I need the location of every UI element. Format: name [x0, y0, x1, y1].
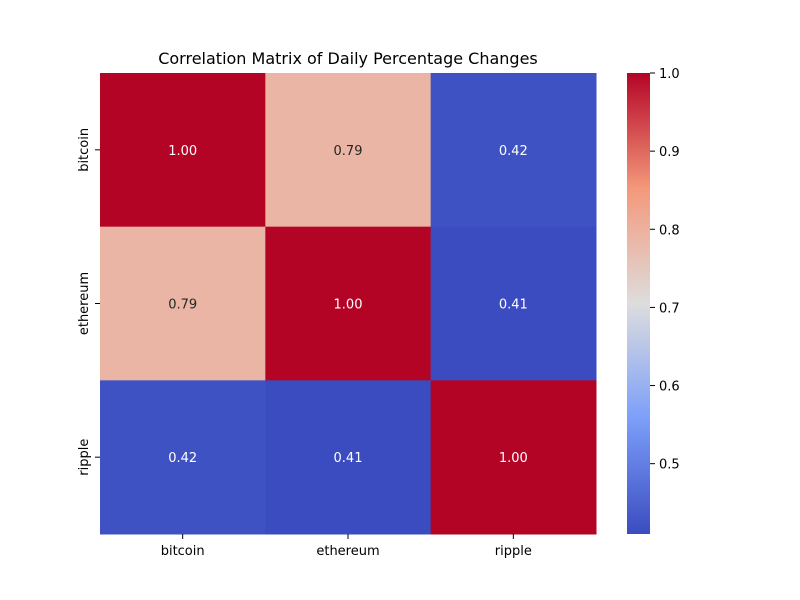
- cell-value-label: 1.00: [168, 144, 197, 159]
- x-tick-label-ethereum: ethereum: [316, 544, 379, 559]
- chart-title: Correlation Matrix of Daily Percentage C…: [158, 49, 538, 68]
- heatmap-cells: 1.00 0.79 0.42 0.79 1.00 0.41 0.42 0.41 1.00: [100, 73, 597, 535]
- cell-value-label: 0.41: [499, 298, 528, 313]
- y-tick-label-ethereum: ethereum: [77, 272, 92, 335]
- heatmap-cell-ripple-bitcoin: [100, 380, 266, 535]
- heatmap-cell-ripple-ripple: [430, 380, 597, 535]
- y-tick-label-ripple: ripple: [77, 439, 92, 476]
- colorbar: [627, 73, 650, 534]
- x-tick-label-ripple: ripple: [495, 544, 532, 559]
- colorbar-tick-label: 0.6: [659, 380, 680, 395]
- cell-value-label: 0.79: [334, 144, 363, 159]
- heatmap-cell-ethereum-ethereum: [265, 226, 432, 381]
- colorbar-tick-label: 0.8: [659, 223, 680, 238]
- x-axis: bitcoin ethereum ripple: [161, 534, 532, 559]
- heatmap-cell-ethereum-ripple: [430, 226, 597, 381]
- colorbar-ticks: 0.5 0.6 0.7 0.8 0.9 1.0: [650, 67, 680, 473]
- heatmap-cell-ethereum-bitcoin: [100, 226, 266, 381]
- colorbar-tick-label: 0.7: [659, 301, 680, 316]
- cell-value-label: 1.00: [334, 298, 363, 313]
- colorbar-tick-label: 1.0: [659, 67, 680, 82]
- heatmap-cell-bitcoin-ripple: [430, 73, 597, 228]
- heatmap-cell-bitcoin-bitcoin: [100, 73, 266, 228]
- cell-value-label: 0.42: [499, 144, 528, 159]
- x-tick-label-bitcoin: bitcoin: [161, 544, 205, 559]
- cell-value-label: 1.00: [499, 451, 528, 466]
- heatmap-cell-ripple-ethereum: [265, 380, 432, 535]
- cell-value-label: 0.41: [334, 451, 363, 466]
- cell-value-label: 0.42: [168, 451, 197, 466]
- cell-value-label: 0.79: [168, 298, 197, 313]
- y-tick-label-bitcoin: bitcoin: [77, 128, 92, 172]
- colorbar-tick-label: 0.5: [659, 458, 680, 473]
- heatmap-cell-bitcoin-ethereum: [265, 73, 432, 228]
- y-axis: bitcoin ethereum ripple: [77, 128, 100, 476]
- colorbar-tick-label: 0.9: [659, 145, 680, 160]
